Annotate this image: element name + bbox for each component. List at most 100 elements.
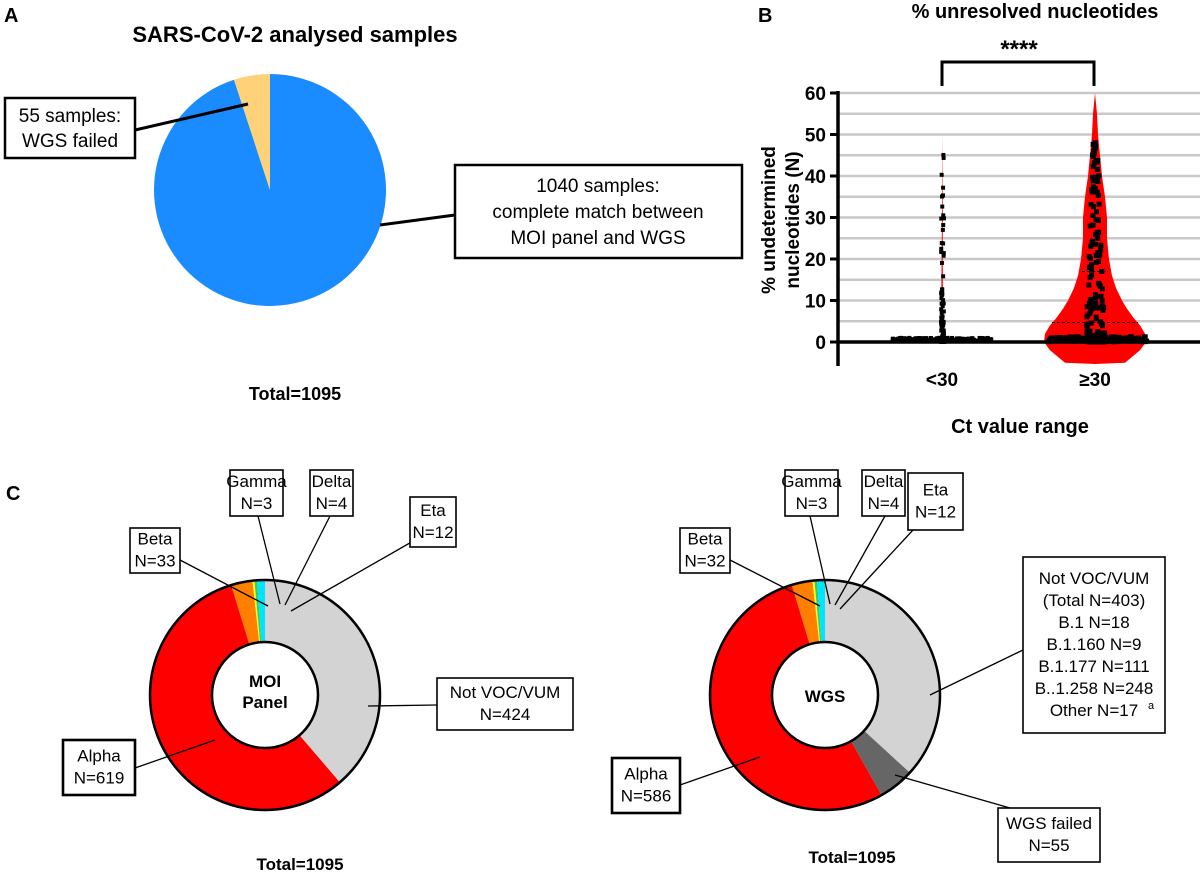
footnote-marker: a (1148, 700, 1155, 712)
y-tick-label: 0 (815, 333, 826, 354)
data-point (941, 241, 946, 246)
data-point (1090, 153, 1096, 159)
leader-line (809, 515, 831, 605)
data-point (940, 314, 945, 319)
label-box-wgs-failed: WGS failed N=55 (997, 807, 1101, 863)
label-box-border (861, 469, 906, 517)
data-point (941, 274, 946, 279)
data-point (1088, 262, 1094, 268)
label-line: Delta (864, 472, 904, 491)
data-point (950, 335, 955, 340)
label-line: WGS failed (22, 131, 118, 152)
data-point (970, 336, 975, 341)
data-point (939, 296, 944, 301)
data-point (1099, 298, 1105, 304)
label-line: Gamma (781, 472, 842, 491)
pie-chart (153, 74, 386, 307)
data-point (1086, 330, 1092, 336)
label-box-beta: Beta N=32 (679, 527, 731, 574)
data-point (893, 337, 898, 342)
y-tick-label: 40 (805, 167, 826, 188)
data-point (1080, 337, 1086, 343)
data-point (1089, 239, 1095, 245)
data-point (1093, 295, 1099, 301)
data-point (1112, 334, 1118, 340)
data-point (983, 337, 988, 342)
label-line: N=3 (241, 494, 273, 513)
label-line: N=619 (74, 769, 125, 788)
donut-slice-beta (791, 580, 820, 645)
donut-slice-eta (817, 580, 825, 643)
label-box-delta: Delta N=4 (309, 469, 354, 517)
data-point (941, 216, 946, 221)
label-line: Beta (688, 530, 724, 549)
data-point (890, 336, 895, 341)
data-point (1085, 321, 1091, 327)
label-box-border (309, 469, 354, 517)
label-line: N=586 (621, 787, 672, 806)
label-line: Eta (923, 481, 949, 500)
data-point (1127, 337, 1133, 343)
label-box-alpha: Alpha N=586 (610, 756, 682, 815)
label-line: Delta (312, 472, 352, 491)
panel-a: A SARS-CoV-2 analysed samples 55 samples… (3, 5, 744, 404)
data-point (1094, 166, 1100, 172)
label-line: MOI panel and WGS (510, 228, 685, 249)
data-point (1063, 335, 1069, 341)
data-point (964, 337, 969, 342)
data-point (1095, 329, 1101, 335)
donut-slice-gamma (812, 580, 821, 643)
data-point (941, 193, 946, 198)
data-point (939, 310, 944, 315)
panel-c: C Beta N=33 Gamma N=3 Delta N=4 Eta N=12 Not VOC… (6, 469, 1166, 873)
y-tick-label: 10 (805, 292, 826, 313)
data-point (1099, 321, 1105, 327)
leader-line (834, 515, 886, 606)
label-box-wgs-failed: 55 samples: WGS failed (3, 96, 137, 160)
data-point (1090, 184, 1096, 190)
label-box-border (409, 496, 457, 548)
data-point (1099, 303, 1105, 309)
data-point (1115, 336, 1121, 342)
label-box-eta: Eta N=12 (907, 472, 964, 531)
data-point (939, 246, 944, 251)
data-point (1094, 332, 1100, 338)
data-point (1058, 335, 1064, 341)
data-point (1094, 189, 1100, 195)
data-point (940, 204, 945, 209)
data-point (1098, 330, 1104, 336)
data-point (939, 289, 944, 294)
data-point (940, 304, 945, 309)
label-line: WGS failed (1006, 814, 1092, 833)
label-line: Eta (420, 501, 446, 520)
total-label: Total=1095 (249, 384, 341, 404)
data-point (939, 328, 944, 333)
pie-slice-complete-match (153, 74, 386, 307)
label-line: complete match between (492, 202, 703, 223)
label-line: Not VOC/VUM (1039, 569, 1150, 588)
data-point (1093, 316, 1099, 322)
donut-center-label: Panel (242, 693, 287, 712)
data-point (1092, 143, 1098, 149)
data-point (1092, 140, 1098, 146)
donut-slice-gamma (252, 580, 261, 643)
violin-shape-ge30 (1044, 93, 1146, 364)
label-line: Gamma (226, 472, 287, 491)
data-point (1084, 326, 1090, 332)
data-point (941, 155, 946, 160)
label-box-border (229, 469, 284, 517)
data-point (924, 338, 929, 343)
label-box-border (61, 738, 137, 797)
label-box-alpha: Alpha N=619 (61, 738, 137, 797)
donut-chart-wgs (708, 578, 942, 812)
label-box-delta: Delta N=4 (861, 469, 906, 517)
data-point (941, 251, 946, 256)
violin-plot: 0 10 20 30 40 50 60 (805, 84, 1200, 366)
donut-slice-delta (814, 580, 822, 643)
data-point (1091, 160, 1097, 166)
data-point (1084, 314, 1090, 320)
donut-hole (210, 640, 320, 750)
label-box-not-voc-vum: Not VOC/VUM N=424 (436, 677, 574, 731)
data-point (1084, 336, 1090, 342)
data-point (1089, 189, 1095, 195)
